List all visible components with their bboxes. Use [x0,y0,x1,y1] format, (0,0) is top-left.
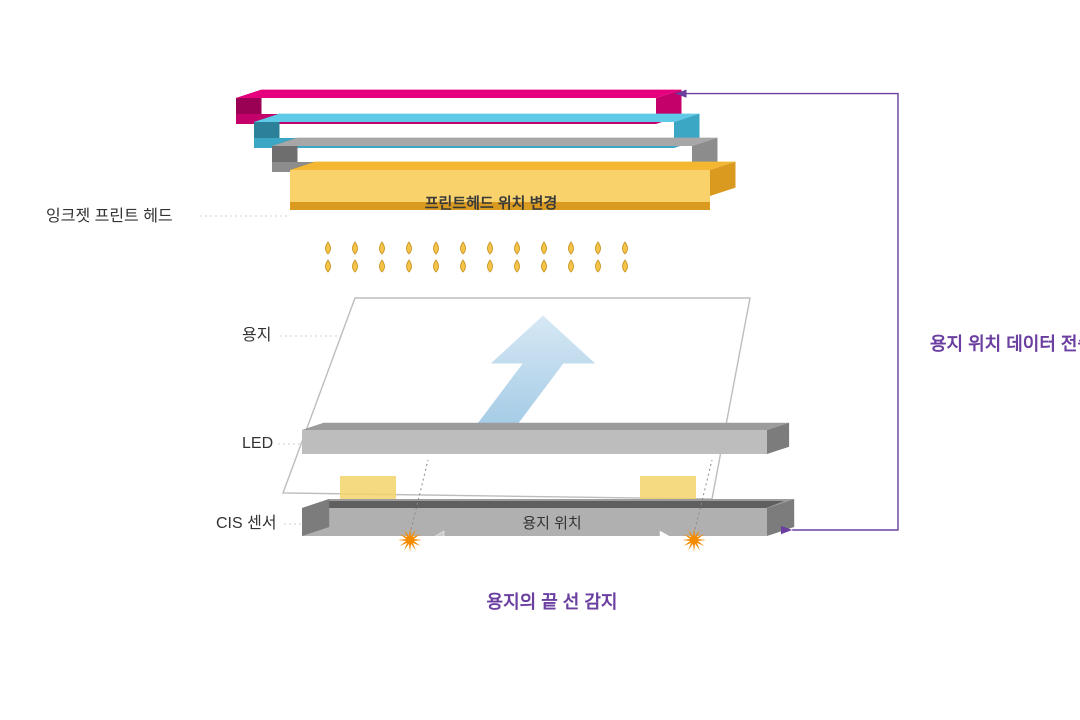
ink-drops [326,242,628,272]
label-paper: 용지 [242,326,271,344]
paper-position-label: 용지 위치 [522,515,581,532]
printhead-move-arrow [342,212,640,232]
label-edge-detect: 용지의 끝 선 감지 [487,592,618,612]
printhead-move-label: 프린트헤드 위치 변경 [425,194,558,212]
label-cis: CIS 센서 [216,514,277,532]
led-bar [302,423,789,454]
label-printhead: 잉크젯 프린트 헤드 [46,207,173,225]
label-led: LED [242,435,273,452]
printhead-bars [236,90,736,210]
label-data-send: 용지 위치 데이터 전송 [930,334,1080,354]
